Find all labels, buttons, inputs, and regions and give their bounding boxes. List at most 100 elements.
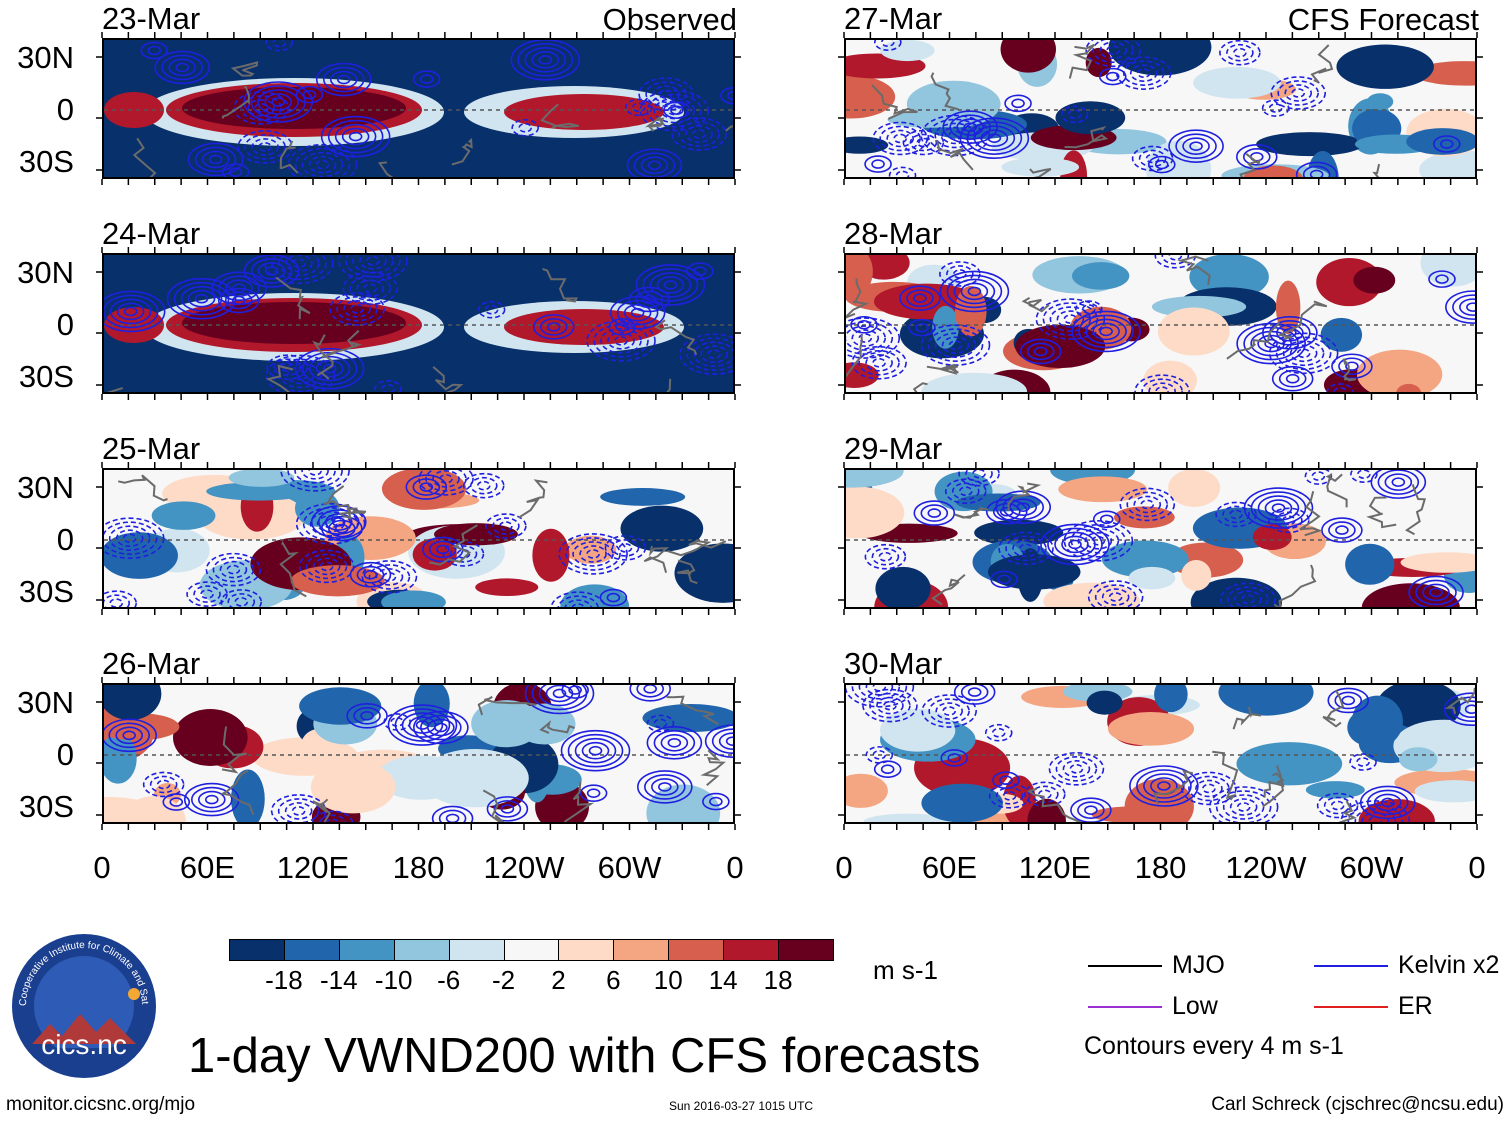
kelvin-contour [1038,789,1052,800]
kelvin-contour [614,336,628,346]
kelvin-contour [1236,322,1306,365]
kelvin-contour [510,40,581,81]
kelvin-contour [1331,353,1373,380]
map-panel [844,683,1477,824]
coastline [936,139,974,171]
kelvin-contour [574,737,617,764]
kelvin-contour [359,255,387,270]
coastline [1404,483,1427,536]
kelvin-contour [1415,579,1457,606]
kelvin-contour [857,319,871,330]
kelvin-contour [1222,505,1250,524]
kelvin-contour [221,163,250,177]
kelvin-contour [1182,137,1210,155]
colorbar-tick-label: 2 [551,965,566,995]
kelvin-contour [204,794,219,805]
kelvin-contour [518,122,532,133]
kelvin-contour [1242,148,1271,166]
anomaly-blob [1236,742,1343,786]
kelvin-contour [1085,40,1141,68]
coastline [429,524,478,566]
kelvin-contour [187,289,216,308]
kelvin-contour [546,322,561,332]
kelvin-contour [538,55,553,65]
lon-label: 120W [1225,850,1307,885]
kelvin-contour [419,482,434,492]
coastline [1342,358,1357,382]
kelvin-contour [670,105,684,115]
kelvin-contour [545,685,574,703]
anomaly-blob [846,773,888,808]
kelvin-contour [700,345,728,364]
lat-label: 30N [17,470,74,505]
kelvin-contour [254,103,268,113]
anomaly-blob [104,532,178,579]
kelvin-contour [224,291,253,310]
coastline [132,137,157,177]
kelvin-contour [1295,161,1338,177]
kelvin-contour [1067,109,1082,120]
footer-credit: Carl Schreck (cjschrec@ncsu.edu) [1211,1094,1504,1115]
lon-label: 60E [179,850,236,885]
kelvin-contour [947,753,962,763]
kelvin-contour [418,470,474,496]
kelvin-contour [1271,365,1314,392]
kelvin-contour [616,299,659,326]
kelvin-contour [104,594,131,607]
kelvin-contour [702,792,730,811]
lon-label: 0 [93,850,111,885]
kelvin-contour [1106,45,1120,56]
kelvin-contour [632,102,646,113]
kelvin-contour [234,597,249,607]
anomaly-blob [104,733,137,784]
anomaly-blob [1101,540,1189,578]
kelvin-contour [264,255,334,285]
kelvin-contour [960,282,989,301]
kelvin-contour [1241,594,1255,605]
coastline [954,506,989,519]
kelvin-contour [349,561,392,588]
kelvin-contour [298,549,355,584]
anomaly-blob [1414,780,1475,803]
kelvin-contour [1268,103,1283,113]
anomaly-blob [880,40,935,62]
anomaly-blob [290,565,385,597]
kelvin-contour [1175,133,1217,159]
kelvin-contour [1055,756,1098,782]
kelvin-contour [1092,322,1120,341]
panel-date: 24-Mar [102,216,201,251]
coastline [117,474,168,502]
panel-ticks [838,462,1483,615]
anomaly-blob [1345,543,1395,585]
kelvin-contour [1377,470,1420,495]
kelvin-contour [1161,255,1190,265]
map-canvas [846,685,1475,822]
kelvin-contour [1147,155,1176,174]
kelvin-contour [1168,255,1183,261]
kelvin-contour [329,70,358,89]
kelvin-contour [1078,314,1134,349]
kelvin-contour [642,294,656,305]
colorbar-tick-label: 14 [708,965,738,995]
coastline [654,319,698,356]
forecast-header: CFS Forecast [1287,2,1479,37]
anomaly-blob [1419,150,1475,177]
map-panel [102,683,735,824]
kelvin-contour [338,255,408,282]
kelvin-contour [387,704,458,746]
kelvin-contour [671,117,727,151]
lat-label: 30S [18,144,74,179]
anomaly-blob [646,784,721,822]
coastline [1325,473,1348,508]
lon-label: 60E [921,850,978,885]
kelvin-contour [1108,592,1123,602]
kelvin-contour [851,329,880,347]
kelvin-contour [846,317,901,359]
kelvin-contour [658,782,672,792]
anomaly-blob [1252,524,1292,551]
lon-label: 120E [1018,850,1092,885]
kelvin-contour [108,722,151,749]
kelvin-contour [302,507,359,541]
panel-date: 30-Mar [844,646,943,681]
kelvin-contour [1289,344,1318,363]
